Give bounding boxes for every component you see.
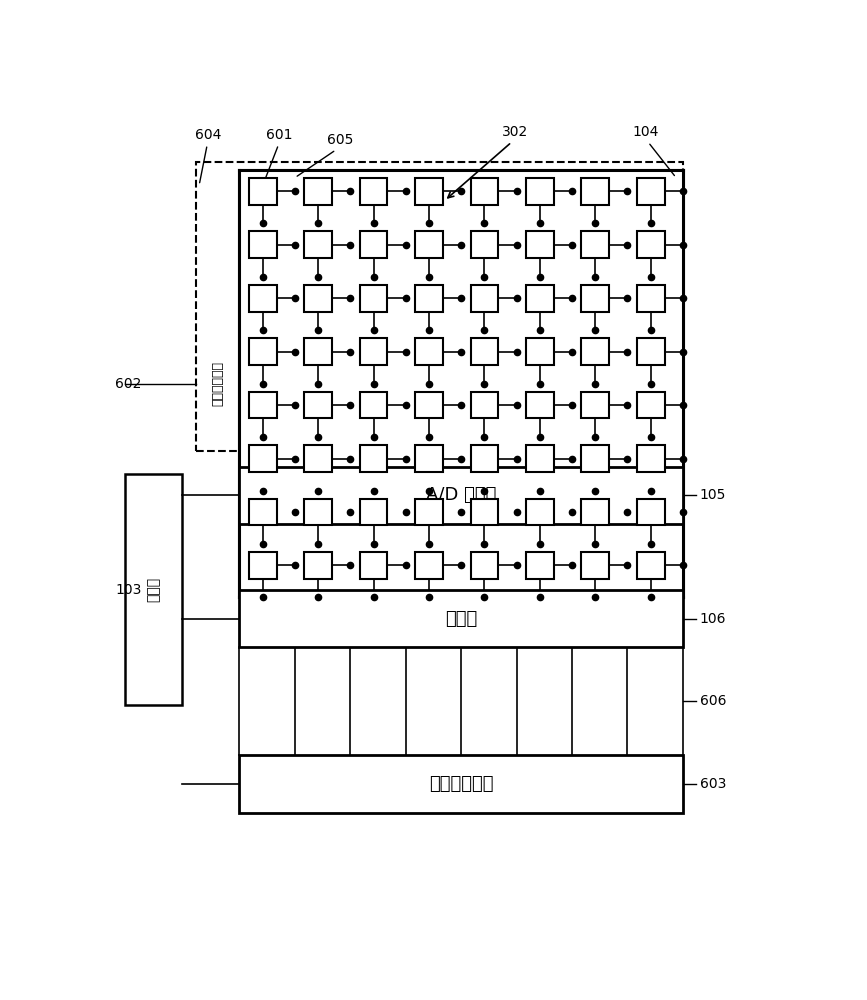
Bar [415, 552, 443, 579]
Bar [471, 178, 499, 205]
Bar [582, 445, 610, 472]
Text: 603: 603 [700, 777, 726, 791]
Bar [360, 499, 388, 525]
Bar [526, 338, 554, 365]
Bar [526, 445, 554, 472]
Bar [415, 392, 443, 418]
Bar [637, 499, 665, 525]
Bar [239, 755, 683, 813]
Bar [360, 445, 388, 472]
Text: 103: 103 [115, 583, 141, 597]
Text: 104: 104 [633, 125, 675, 176]
Text: 控制器: 控制器 [147, 577, 160, 602]
Bar [637, 338, 665, 365]
Bar [582, 552, 610, 579]
Bar [360, 178, 388, 205]
Bar [526, 285, 554, 312]
Bar [582, 338, 610, 365]
Text: 连接部: 连接部 [445, 610, 477, 628]
Text: 105: 105 [700, 488, 726, 502]
Bar [526, 178, 554, 205]
Bar [249, 231, 277, 258]
Bar [637, 392, 665, 418]
Bar [249, 338, 277, 365]
Bar [415, 499, 443, 525]
Bar [239, 466, 683, 524]
Bar [239, 170, 683, 597]
Bar [304, 445, 332, 472]
Text: 601: 601 [264, 128, 293, 183]
Bar [471, 392, 499, 418]
Bar [471, 285, 499, 312]
Bar [249, 285, 277, 312]
Bar [582, 499, 610, 525]
Bar [526, 499, 554, 525]
Bar [415, 178, 443, 205]
Bar [360, 338, 388, 365]
Bar [304, 285, 332, 312]
Bar [304, 499, 332, 525]
Bar [249, 499, 277, 525]
Text: A/D 转换器: A/D 转换器 [426, 486, 496, 504]
Bar [239, 590, 683, 647]
Bar [582, 231, 610, 258]
Bar [637, 178, 665, 205]
Bar [637, 231, 665, 258]
Bar [304, 178, 332, 205]
Bar [471, 338, 499, 365]
Text: 水平选择电路: 水平选择电路 [429, 775, 493, 793]
Bar [415, 338, 443, 365]
Bar [415, 445, 443, 472]
Bar [582, 285, 610, 312]
Bar [526, 231, 554, 258]
Bar [471, 552, 499, 579]
Bar [360, 231, 388, 258]
Bar [471, 445, 499, 472]
Bar [360, 392, 388, 418]
Bar [471, 231, 499, 258]
Bar [196, 162, 683, 451]
Bar [637, 285, 665, 312]
Bar [249, 445, 277, 472]
Text: 302: 302 [448, 125, 528, 198]
Bar [582, 178, 610, 205]
Text: 606: 606 [700, 694, 727, 708]
Bar [360, 552, 388, 579]
Bar [249, 552, 277, 579]
Bar [637, 445, 665, 472]
Bar [360, 285, 388, 312]
Bar [304, 338, 332, 365]
Bar [249, 392, 277, 418]
Bar [526, 392, 554, 418]
Bar [415, 231, 443, 258]
Bar [304, 552, 332, 579]
Bar [125, 474, 182, 705]
Bar [637, 552, 665, 579]
Bar [249, 178, 277, 205]
Bar [471, 499, 499, 525]
Bar [415, 285, 443, 312]
Text: 602: 602 [115, 377, 141, 391]
Text: 605: 605 [297, 133, 354, 176]
Text: 604: 604 [194, 128, 221, 183]
Text: 垂直选择电路: 垂直选择电路 [211, 361, 224, 406]
Bar [304, 231, 332, 258]
Bar [582, 392, 610, 418]
Bar [304, 392, 332, 418]
Text: 106: 106 [700, 612, 727, 626]
Bar [526, 552, 554, 579]
